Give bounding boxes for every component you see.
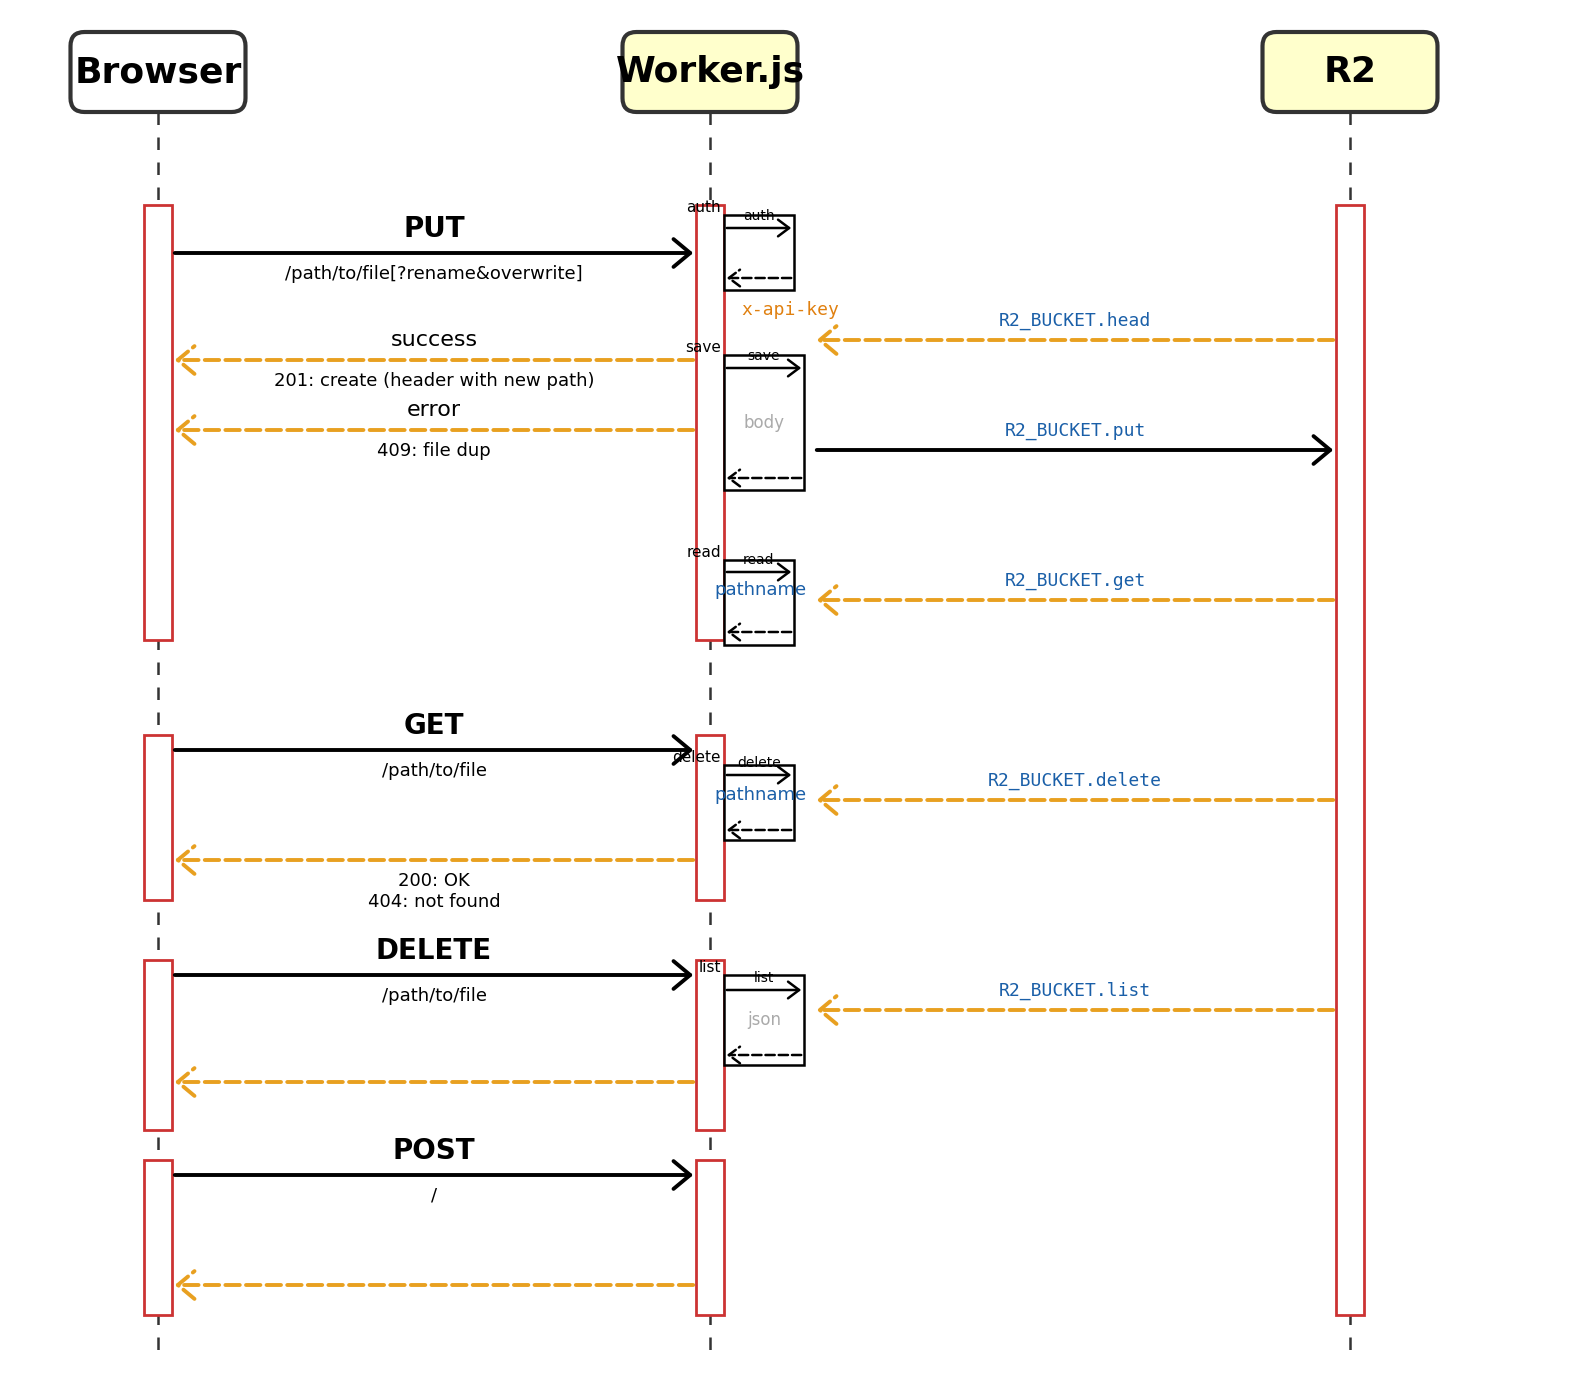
Text: R2_BUCKET.delete: R2_BUCKET.delete [988, 772, 1162, 790]
Bar [724, 355, 804, 490]
Text: R2_BUCKET.head: R2_BUCKET.head [999, 312, 1151, 330]
Text: R2_BUCKET.list: R2_BUCKET.list [999, 981, 1151, 999]
Bar [145, 1160, 172, 1314]
FancyBboxPatch shape [70, 32, 246, 112]
Bar [724, 974, 804, 1065]
Bar [724, 559, 794, 645]
Text: delete: delete [737, 756, 781, 770]
Text: 409: file dup: 409: file dup [376, 441, 491, 459]
Text: 200: OK
404: not found: 200: OK 404: not found [368, 872, 500, 911]
Text: GET: GET [403, 712, 464, 740]
Bar [145, 736, 172, 899]
Text: Worker.js: Worker.js [616, 56, 805, 89]
Bar [1336, 205, 1364, 1314]
Text: error: error [407, 400, 461, 421]
Text: pathname: pathname [715, 786, 807, 804]
Text: list: list [699, 960, 721, 974]
Text: 201: create (header with new path): 201: create (header with new path) [273, 372, 594, 390]
Text: save: save [684, 340, 721, 355]
Text: DELETE: DELETE [376, 937, 492, 965]
Bar [145, 205, 172, 640]
Text: /: / [430, 1187, 437, 1205]
Text: R2_BUCKET.put: R2_BUCKET.put [1004, 422, 1145, 440]
Text: success: success [391, 330, 478, 350]
Bar [696, 736, 724, 899]
Text: body: body [743, 414, 784, 432]
FancyBboxPatch shape [622, 32, 797, 112]
Bar [696, 960, 724, 1130]
Text: R2_BUCKET.get: R2_BUCKET.get [1004, 572, 1145, 590]
Text: /path/to/file[?rename&overwrite]: /path/to/file[?rename&overwrite] [286, 265, 583, 283]
Bar [724, 765, 794, 840]
Text: json: json [746, 1010, 781, 1029]
Text: POST: POST [392, 1137, 475, 1165]
Text: read: read [743, 552, 775, 568]
Text: auth: auth [743, 210, 775, 223]
Text: auth: auth [686, 200, 721, 215]
Text: x-api-key: x-api-key [742, 301, 838, 319]
Bar [696, 205, 724, 640]
Text: Browser: Browser [75, 56, 241, 89]
Text: list: list [754, 972, 775, 985]
Text: R2: R2 [1323, 56, 1377, 89]
Text: PUT: PUT [403, 215, 465, 243]
Text: delete: delete [672, 750, 721, 765]
Text: pathname: pathname [715, 582, 807, 600]
Bar [696, 1160, 724, 1314]
Text: save: save [748, 348, 780, 364]
Text: read: read [686, 545, 721, 559]
Text: /path/to/file: /path/to/file [381, 762, 486, 780]
FancyBboxPatch shape [1262, 32, 1437, 112]
Bar [724, 215, 794, 290]
Bar [145, 960, 172, 1130]
Text: /path/to/file: /path/to/file [381, 987, 486, 1005]
